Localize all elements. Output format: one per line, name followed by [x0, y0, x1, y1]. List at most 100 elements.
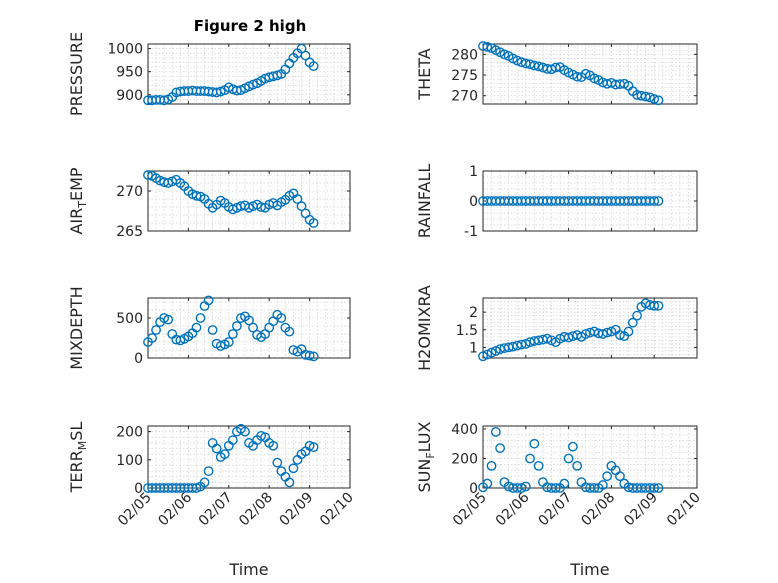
- data-point: [256, 430, 267, 441]
- y-tick-label: 200: [116, 425, 143, 441]
- y-tick-label: 200: [451, 451, 478, 467]
- y-tick-label: -1: [464, 224, 478, 240]
- y-tick-label: 0: [134, 351, 143, 367]
- data-point: [533, 61, 544, 72]
- data-point: [478, 351, 488, 362]
- subplot-theta: 270 275 280 THETA: [415, 41, 698, 106]
- data-point: [203, 295, 214, 306]
- y-tick-label: 900: [116, 88, 143, 104]
- data-point: [231, 321, 242, 331]
- axes-frame: [147, 425, 351, 489]
- y-axis-label: H2OMIXRA: [415, 285, 434, 371]
- grid-lines: [148, 426, 350, 488]
- axes-frame: [147, 170, 351, 232]
- data-point: [486, 460, 497, 471]
- data-point: [597, 329, 608, 339]
- data-point: [159, 95, 170, 106]
- data-point: [304, 350, 315, 361]
- data-point: [649, 94, 660, 104]
- grid-lines: [483, 171, 697, 231]
- data-point: [653, 483, 664, 493]
- data-point: [284, 477, 295, 488]
- subplot-rainfall: -1 0 1 RAINFALL: [415, 164, 698, 240]
- data-point: [520, 481, 531, 492]
- data-point: [304, 440, 315, 451]
- data-point: [567, 441, 578, 452]
- data-point: [490, 427, 501, 437]
- data-point: [632, 310, 642, 321]
- y-tick-label: 100: [116, 453, 143, 469]
- y-tick-label: 500: [116, 311, 143, 327]
- data-point: [215, 86, 226, 97]
- data-point: [272, 457, 283, 468]
- data-point: [529, 438, 540, 449]
- data-point: [199, 477, 210, 488]
- axes-frame: [482, 43, 698, 105]
- data-point: [495, 443, 506, 454]
- data-point: [559, 478, 570, 489]
- data-point: [191, 322, 202, 333]
- data-point: [589, 483, 600, 493]
- data-point: [240, 426, 250, 437]
- data-point: [649, 300, 660, 311]
- subplot-h2omixra: 11.5 2 H2OMIXRA: [415, 285, 698, 371]
- data-point: [512, 55, 523, 66]
- y-axis-label: PRESSURE: [67, 32, 86, 116]
- x-axis-label: Time: [228, 560, 268, 579]
- data-point: [490, 346, 501, 356]
- data-point: [602, 471, 613, 482]
- data-point: [288, 463, 299, 474]
- data-point: [203, 466, 214, 476]
- data-point: [572, 460, 583, 471]
- data-point: [284, 326, 295, 337]
- data-point: [268, 440, 279, 451]
- data-point: [589, 73, 600, 84]
- data-point: [649, 196, 660, 206]
- data-point: [520, 338, 531, 349]
- axes-frame: [147, 43, 351, 105]
- data-point: [533, 460, 544, 471]
- data-point: [563, 332, 574, 343]
- x-axis-label: Time: [569, 560, 609, 579]
- y-axis-label: MIXDEPTH: [67, 286, 86, 369]
- data-point: [580, 329, 591, 339]
- data-point: [563, 453, 574, 464]
- axes-frame: [147, 297, 351, 359]
- y-tick-label: 400: [451, 422, 478, 438]
- y-tick-label: 270: [451, 89, 478, 105]
- data-point: [147, 333, 157, 343]
- data-series: [478, 298, 664, 362]
- data-point: [615, 330, 625, 340]
- data-series: [478, 427, 664, 493]
- axes-box: [147, 425, 351, 489]
- data-point: [640, 298, 651, 309]
- data-point: [163, 314, 174, 325]
- data-point: [227, 329, 238, 339]
- data-point: [143, 170, 153, 180]
- data-point: [227, 435, 238, 445]
- data-point: [191, 190, 202, 201]
- data-point: [550, 62, 561, 73]
- data-point: [195, 313, 206, 323]
- data-point: [649, 483, 660, 493]
- grid-lines: [148, 171, 350, 231]
- data-point: [653, 95, 664, 106]
- data-point: [482, 41, 493, 52]
- data-point: [589, 326, 600, 337]
- subplot-mixdepth: 0 500 MIXDEPTH: [67, 286, 351, 370]
- data-point: [151, 325, 161, 335]
- data-series: [143, 170, 319, 228]
- data-point: [244, 315, 254, 326]
- data-point: [211, 443, 222, 454]
- y-tick-label: 0: [134, 481, 143, 497]
- data-point: [606, 326, 617, 337]
- data-point: [525, 453, 535, 464]
- data-point: [623, 326, 634, 337]
- data-point: [645, 92, 655, 103]
- data-point: [572, 71, 583, 82]
- y-axis-label: THETA: [415, 48, 434, 100]
- data-point: [308, 442, 319, 453]
- data-point: [248, 79, 258, 90]
- y-tick-label: 275: [451, 68, 478, 84]
